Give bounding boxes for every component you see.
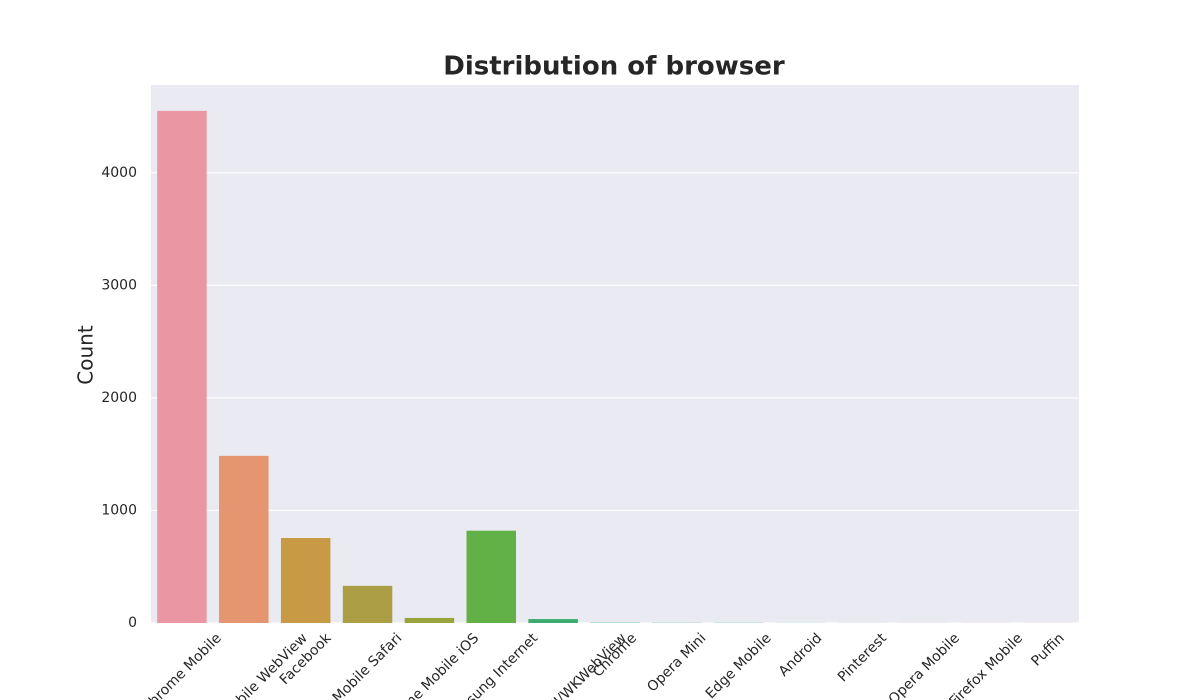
x-tick-label: Chrome Mobile: [139, 630, 225, 700]
y-tick-label: 3000: [101, 277, 137, 293]
x-tick-label: Edge Mobile: [703, 630, 775, 700]
x-tick-label: Opera Mobile: [886, 630, 963, 700]
bar: [219, 455, 269, 623]
x-tick-label: Opera Mini: [644, 630, 709, 695]
bar: [157, 110, 207, 624]
chart-title: Distribution of browser: [443, 52, 785, 82]
bar: [342, 585, 393, 623]
y-tick-label: 4000: [101, 165, 137, 181]
y-tick-label: 2000: [101, 390, 137, 406]
x-tick-label: Android: [776, 630, 826, 680]
plot-area: [151, 85, 1079, 623]
x-tick-label: Pinterest: [835, 630, 890, 685]
x-tick-label: Puffin: [1028, 630, 1067, 669]
y-tick-label: 1000: [101, 502, 137, 518]
bar: [404, 617, 455, 623]
bar: [466, 530, 517, 623]
y-tick-label: 0: [128, 615, 137, 631]
x-tick-label: Mobile Safari: [330, 630, 406, 700]
y-axis-label: Count: [74, 325, 98, 385]
bar: [528, 619, 578, 623]
bar: [280, 538, 331, 623]
